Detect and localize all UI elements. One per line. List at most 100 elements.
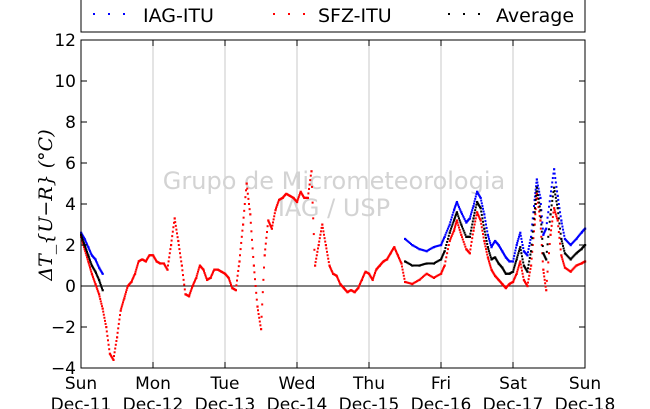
data-point: [263, 254, 266, 257]
data-point: [260, 328, 263, 331]
data-point: [549, 213, 552, 216]
data-point: [371, 278, 374, 282]
data-point: [502, 252, 505, 255]
data-point: [539, 196, 542, 200]
data-point: [540, 235, 543, 238]
data-point: [101, 287, 103, 290]
data-point: [477, 193, 480, 196]
data-point: [568, 242, 571, 245]
data-point: [479, 218, 481, 221]
data-point: [489, 244, 492, 246]
data-point: [101, 271, 103, 274]
data-point: [152, 255, 155, 258]
data-point: [125, 291, 127, 294]
data-point: [558, 236, 561, 239]
data-point: [489, 264, 492, 267]
data-point: [539, 209, 542, 212]
data-point: [556, 190, 559, 193]
data-point: [178, 248, 181, 251]
data-point: [436, 260, 439, 263]
data-point: [519, 260, 522, 263]
data-point: [553, 209, 556, 212]
data-point: [273, 212, 276, 215]
data-point: [432, 262, 435, 265]
watermark-line-1: Grupo de Micrometeorologia: [163, 167, 505, 195]
data-point: [243, 209, 246, 212]
data-point: [391, 249, 394, 252]
data-point: [196, 272, 199, 275]
data-point: [453, 206, 456, 209]
data-point: [538, 201, 541, 204]
data-point: [504, 286, 507, 289]
data-point: [583, 228, 586, 231]
data-point: [518, 250, 520, 253]
x-tick-label-day: Sun: [569, 374, 601, 394]
data-point: [548, 242, 551, 245]
data-point: [189, 291, 192, 294]
data-point: [131, 278, 134, 281]
data-point: [492, 241, 495, 244]
data-point: [189, 290, 192, 293]
data-point: [84, 252, 87, 255]
data-point: [524, 281, 527, 284]
data-point: [537, 187, 540, 190]
data-point: [195, 276, 198, 279]
data-point: [420, 276, 423, 279]
data-point: [104, 322, 107, 325]
data-point: [104, 319, 106, 322]
data-point: [92, 276, 94, 279]
data-point: [111, 357, 114, 360]
data-point: [461, 238, 464, 241]
data-point: [191, 286, 193, 289]
data-point: [524, 280, 526, 283]
data-point: [179, 256, 182, 259]
data-point: [112, 358, 115, 361]
data-point: [469, 232, 472, 235]
data-point: [169, 248, 172, 251]
data-point: [500, 249, 503, 252]
data-point: [538, 214, 541, 217]
data-point: [240, 241, 243, 244]
data-point: [122, 301, 124, 304]
data-point: [414, 280, 417, 283]
data-point: [389, 253, 391, 256]
data-point: [406, 239, 409, 242]
y-tick-label: 0: [65, 277, 76, 297]
data-point: [241, 229, 244, 232]
data-point: [527, 248, 530, 251]
data-point: [440, 244, 443, 247]
data-point: [566, 240, 569, 243]
data-point: [134, 270, 137, 273]
data-point: [177, 244, 180, 246]
data-point: [464, 233, 467, 236]
x-tick-label-date: Dec-18: [555, 395, 616, 409]
data-point: [402, 274, 405, 277]
data-point: [543, 230, 546, 233]
data-point: [300, 191, 303, 194]
data-point: [198, 266, 201, 269]
data-point: [82, 235, 85, 238]
data-point: [450, 234, 453, 237]
data-point: [524, 267, 527, 270]
data-point: [551, 181, 554, 184]
data-point: [86, 258, 89, 261]
data-point: [569, 244, 572, 247]
data-point: [405, 261, 408, 264]
data-point: [416, 246, 418, 249]
data-point: [562, 228, 565, 231]
data-point: [163, 263, 166, 266]
data-point: [270, 227, 273, 230]
data-point: [317, 247, 319, 250]
data-point: [452, 219, 456, 222]
data-point: [179, 252, 181, 255]
data-point: [534, 192, 537, 195]
data-point: [434, 245, 436, 248]
data-point: [111, 356, 114, 359]
data-point: [438, 244, 441, 247]
data-point: [253, 271, 256, 274]
data-point: [488, 252, 491, 255]
data-point: [320, 230, 322, 233]
data-point: [516, 270, 519, 273]
data-point: [557, 225, 560, 228]
data-point: [560, 237, 563, 241]
